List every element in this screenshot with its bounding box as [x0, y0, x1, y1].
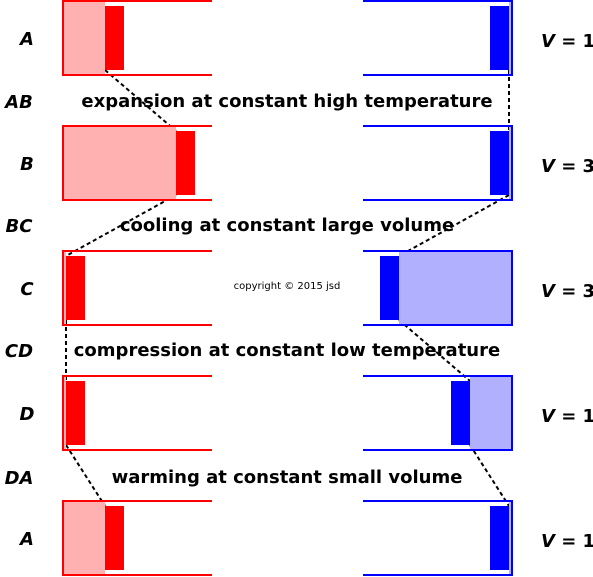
hot-piston: [105, 6, 124, 70]
cold-piston: [490, 506, 509, 570]
hot-cylinder-outline: [62, 0, 212, 76]
cold-cylinder-outline: [363, 500, 513, 576]
cold-cylinder-outline: [363, 0, 513, 76]
transition-row: DA warming at constant small volume: [5, 467, 463, 489]
cold-gas-fill: [399, 251, 512, 325]
piston-link-lines: [65, 69, 510, 507]
transition-row: AB expansion at constant high temperature: [3, 91, 492, 113]
transition-row: CD compression at constant low temperatur…: [5, 340, 500, 362]
transition-description: warming at constant small volume: [112, 467, 463, 488]
hot-piston: [66, 256, 85, 320]
state-label: D: [20, 404, 35, 425]
state-row: D V = 1: [20, 375, 593, 451]
cold-piston: [451, 381, 470, 445]
cold-piston: [490, 6, 509, 70]
volume-label: V = 1: [541, 31, 593, 52]
transition-rows: AB expansion at constant high temperature…: [3, 91, 500, 489]
state-label: B: [20, 154, 34, 175]
hot-gas-fill: [63, 251, 66, 325]
transition-description: expansion at constant high temperature: [81, 91, 492, 112]
volume-label: V = 1: [541, 531, 593, 552]
hot-piston-link: [104, 69, 177, 132]
state-row: B V = 3: [20, 125, 593, 201]
hot-cylinder-outline: [62, 250, 212, 326]
hot-piston: [66, 381, 85, 445]
hot-gas-fill: [63, 501, 105, 575]
hot-piston: [176, 131, 195, 195]
hot-cylinder-outline: [62, 375, 212, 451]
hot-piston: [105, 506, 124, 570]
transition-row: BC cooling at constant large volume: [6, 215, 455, 237]
cold-gas-fill: [509, 1, 512, 75]
state-row: A V = 1: [18, 500, 593, 576]
state-label: C: [20, 279, 34, 300]
cold-piston: [490, 131, 509, 195]
transition-label: CD: [5, 341, 33, 362]
hot-gas-fill: [63, 376, 66, 450]
copyright-notice: copyright © 2015 jsd: [234, 281, 341, 292]
cold-gas-fill: [509, 501, 512, 575]
cold-cylinder-outline: [363, 375, 513, 451]
state-label: A: [18, 29, 34, 50]
cold-piston-link: [469, 444, 510, 507]
cold-piston-link: [398, 319, 471, 382]
transition-description: cooling at constant large volume: [120, 215, 454, 236]
hot-cylinder-outline: [62, 125, 212, 201]
hot-piston-link: [65, 444, 106, 507]
transition-label: BC: [6, 216, 34, 237]
volume-label: V = 3: [541, 156, 593, 177]
state-row: C V = 3: [20, 250, 593, 326]
hot-gas-fill: [63, 126, 176, 200]
transition-label: DA: [5, 468, 34, 489]
cold-gas-fill: [509, 126, 512, 200]
state-label: A: [18, 529, 34, 550]
state-rows: A V = 1 B V = 3 C V = 3 D V = 1 A V = 1: [18, 0, 593, 576]
volume-label: V = 3: [541, 281, 593, 302]
cold-gas-fill: [470, 376, 512, 450]
cold-cylinder-outline: [363, 250, 513, 326]
transition-description: compression at constant low temperature: [74, 340, 500, 361]
cold-piston: [380, 256, 399, 320]
hot-gas-fill: [63, 1, 105, 75]
state-row: A V = 1: [18, 0, 593, 76]
hot-cylinder-outline: [62, 500, 212, 576]
volume-label: V = 1: [541, 406, 593, 427]
cold-cylinder-outline: [363, 125, 513, 201]
transition-label: AB: [3, 92, 33, 113]
